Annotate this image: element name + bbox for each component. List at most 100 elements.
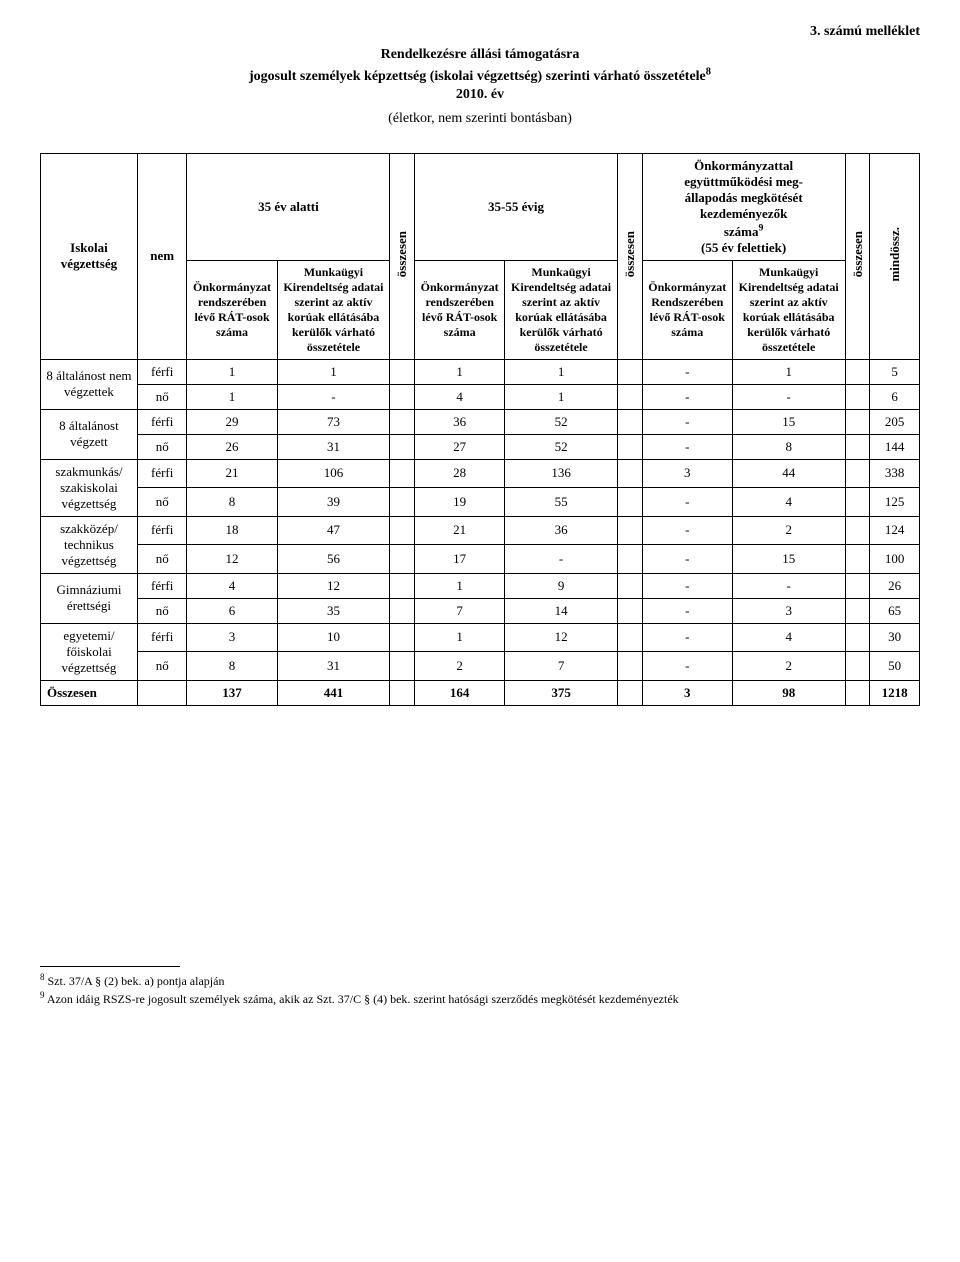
cell: 21 [187,459,277,488]
cell: 8 [187,488,277,517]
table-row: Gimnáziumi érettségi férfi 41219--26 [41,573,920,598]
cell: 10 [277,623,390,652]
cell: 35 [277,598,390,623]
cell [390,434,415,459]
cell: 1 [505,359,618,384]
table-header: Iskolai végzettség nem 35 év alatti össz… [41,154,920,359]
cell [617,516,642,545]
g3-l1: Önkormányzattal [694,158,793,173]
cell [845,459,870,488]
cell-gender: nő [137,488,187,517]
cell: 205 [870,409,920,434]
cell: - [642,488,732,517]
cell: - [505,545,618,574]
cell: 3 [642,680,732,705]
cell: 1 [505,384,618,409]
cell: 15 [732,409,845,434]
cell: 52 [505,409,618,434]
cell: 4 [732,488,845,517]
cell: 2 [415,652,505,681]
title-block: Rendelkezésre állási támogatásra jogosul… [40,46,920,105]
cell: - [642,409,732,434]
title-footnote-ref: 8 [706,66,711,77]
cell [617,623,642,652]
cell [845,680,870,705]
cell: 1 [187,384,277,409]
cell: 3 [187,623,277,652]
rowlabel-r0: 8 általánost nem végzettek [41,359,138,409]
cell: 98 [732,680,845,705]
cell [617,459,642,488]
cell: - [732,384,845,409]
subtitle: (életkor, nem szerinti bontásban) [40,111,920,127]
footnote-9: 9 Azon idáig RSZS-re jogosult személyek … [40,989,920,1008]
cell: 26 [187,434,277,459]
cell [390,488,415,517]
subheader-a1: Önkormányzat rendszerében lévő RÁT-osok … [187,260,277,359]
cell: 8 [732,434,845,459]
cell [845,598,870,623]
footnote-8-text: Szt. 37/A § (2) bek. a) pontja alapján [48,974,225,988]
cell: 1 [415,359,505,384]
cell: - [642,573,732,598]
cell: 8 [187,652,277,681]
cell: 1218 [870,680,920,705]
cell: 55 [505,488,618,517]
cell: 137 [187,680,277,705]
cell-gender: férfi [137,409,187,434]
cell: - [642,652,732,681]
cell [845,384,870,409]
g3-l2: együttműködési meg- [684,174,803,189]
cell [617,434,642,459]
data-table: Iskolai végzettség nem 35 év alatti össz… [40,153,920,705]
g3-footnote-ref: 9 [759,222,764,233]
cell [390,573,415,598]
cell [845,434,870,459]
cell [617,598,642,623]
table-row: 8 általánost végzett férfi 29733652-1520… [41,409,920,434]
cell: 441 [277,680,390,705]
cell-gender: férfi [137,573,187,598]
header-group-2: 35-55 évig [415,154,618,260]
footnote-rule [40,966,180,967]
cell: 50 [870,652,920,681]
cell: 1 [277,359,390,384]
subheader-a3: Önkormányzat Rendszerében lévő RÁT-osok … [642,260,732,359]
cell: 144 [870,434,920,459]
cell: 9 [505,573,618,598]
cell: - [642,623,732,652]
cell [390,459,415,488]
cell-gender: férfi [137,459,187,488]
cell: 4 [187,573,277,598]
cell: 164 [415,680,505,705]
cell [617,680,642,705]
cell [390,384,415,409]
rowlabel-r5: egyetemi/ főiskolai végzettség [41,623,138,680]
subheader-b3: Munkaügyi Kirendeltség adatai szerint az… [732,260,845,359]
cell [845,488,870,517]
table-row: 8 általánost nem végzettek férfi 1 1 1 1… [41,359,920,384]
g3-l5: száma9 [724,224,764,239]
cell [845,623,870,652]
cell: 26 [870,573,920,598]
cell-gender: nő [137,652,187,681]
cell [390,680,415,705]
cell [617,573,642,598]
table-row: nő 26312752-8144 [41,434,920,459]
cell: 6 [187,598,277,623]
document-page: 3. számú melléklet Rendelkezésre állási … [0,0,960,1048]
cell: 17 [415,545,505,574]
cell: 29 [187,409,277,434]
cell: 73 [277,409,390,434]
footnote-9-text: Azon idáig RSZS-re jogosult személyek sz… [47,992,679,1006]
cell: 31 [277,434,390,459]
header-mindossz: mindössz. [870,154,920,359]
cell: 375 [505,680,618,705]
cell-gender: nő [137,545,187,574]
cell [845,516,870,545]
cell: 15 [732,545,845,574]
table-row: nő 8391955-4125 [41,488,920,517]
cell [617,488,642,517]
cell: 21 [415,516,505,545]
cell: 106 [277,459,390,488]
